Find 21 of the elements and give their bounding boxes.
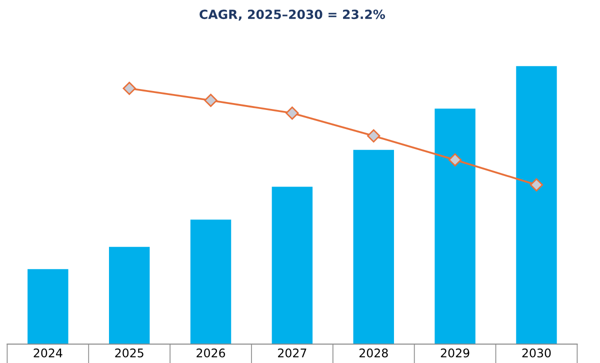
point xyxy=(367,129,380,143)
point xyxy=(530,178,544,192)
point xyxy=(122,82,136,95)
bar xyxy=(353,150,394,344)
x-tick-label: 2027 xyxy=(278,348,306,358)
x-tick-label: 2024 xyxy=(34,348,62,358)
x-tick-label: 2025 xyxy=(115,348,144,358)
bar xyxy=(272,186,313,344)
x-tick-label: 2028 xyxy=(359,348,388,358)
point xyxy=(286,106,299,120)
point xyxy=(448,153,462,166)
chart-title: CAGR, 2025–2030 = 23.2% xyxy=(200,10,386,21)
bar xyxy=(28,269,68,344)
x-tick-label: 2030 xyxy=(522,348,551,358)
bar xyxy=(108,246,150,344)
bar xyxy=(516,66,557,344)
x-tick-label: 2026 xyxy=(196,348,226,358)
point xyxy=(204,94,218,107)
bar xyxy=(190,220,232,344)
bar xyxy=(434,108,476,344)
x-tick-label: 2029 xyxy=(440,348,470,358)
